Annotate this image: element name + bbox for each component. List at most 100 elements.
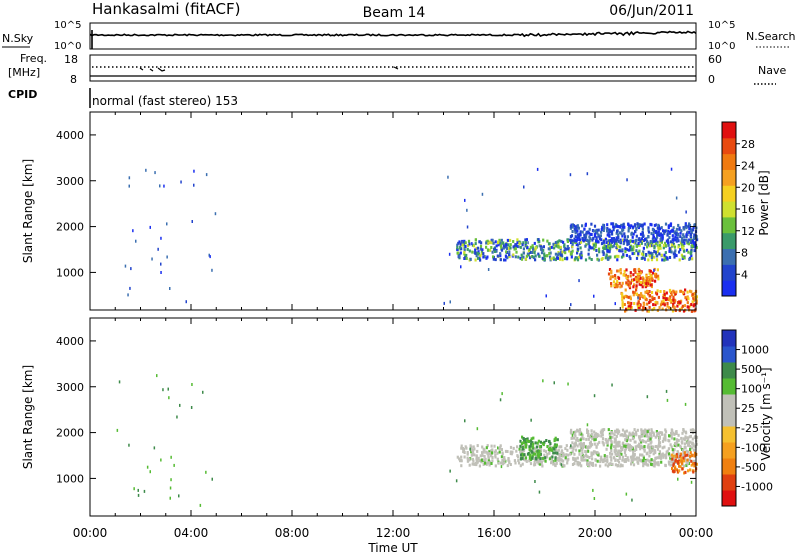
data-point	[484, 461, 487, 465]
x-tick-label: 16:00	[477, 526, 512, 540]
data-point	[573, 452, 576, 456]
data-point	[623, 430, 626, 434]
data-point	[641, 281, 644, 285]
data-point	[615, 453, 618, 457]
beam-title: Beam 14	[363, 5, 426, 21]
data-point	[610, 458, 613, 462]
data-point	[487, 458, 490, 462]
data-point	[597, 228, 600, 232]
data-point	[520, 442, 523, 446]
data-point	[569, 252, 572, 256]
data-point	[569, 173, 572, 177]
data-point	[652, 233, 655, 237]
colorbar-cell	[722, 280, 736, 297]
data-point	[635, 275, 638, 279]
data-point	[688, 257, 691, 261]
data-point	[551, 455, 554, 459]
data-point	[531, 445, 534, 449]
data-point	[663, 255, 666, 259]
data-point	[509, 243, 512, 247]
data-point	[617, 269, 620, 273]
data-point	[607, 231, 610, 235]
data-point	[652, 433, 656, 437]
data-point	[637, 305, 641, 309]
data-point	[628, 280, 631, 284]
data-point	[695, 462, 698, 466]
data-point	[522, 247, 525, 251]
data-point	[570, 303, 572, 307]
data-point	[492, 255, 495, 259]
data-point	[643, 302, 646, 306]
data-point	[642, 246, 645, 250]
data-point	[488, 463, 491, 467]
data-point	[579, 246, 582, 250]
data-point	[619, 433, 622, 437]
data-point	[565, 444, 568, 448]
data-point	[676, 450, 679, 454]
data-point	[640, 431, 643, 434]
data-point	[602, 229, 605, 232]
data-point	[520, 449, 523, 453]
data-point	[515, 250, 518, 254]
data-point	[628, 301, 631, 305]
data-point	[485, 256, 488, 260]
data-point	[463, 250, 466, 254]
data-point	[516, 445, 519, 449]
data-point	[449, 469, 451, 473]
data-point	[641, 231, 644, 235]
data-point	[664, 433, 667, 437]
data-point	[674, 235, 677, 239]
data-point	[656, 462, 659, 466]
data-point	[491, 448, 494, 452]
data-point	[508, 460, 511, 464]
data-point	[574, 430, 577, 434]
data-point	[519, 457, 522, 461]
velocity-scatter	[116, 374, 699, 507]
data-point	[656, 240, 659, 244]
data-point	[202, 390, 204, 394]
data-point	[636, 456, 639, 460]
data-point	[632, 463, 636, 467]
colorbar-cell	[722, 474, 736, 491]
data-point	[193, 183, 195, 187]
data-point	[640, 241, 643, 245]
nave-dips	[139, 66, 399, 72]
data-point	[654, 300, 657, 304]
data-point	[693, 462, 696, 465]
data-point	[615, 285, 618, 289]
data-point	[670, 167, 673, 171]
data-point	[671, 469, 675, 473]
data-point	[667, 224, 670, 228]
data-point	[535, 457, 538, 461]
data-point	[531, 247, 535, 251]
data-point	[693, 451, 697, 455]
data-point	[460, 446, 463, 450]
data-point	[607, 428, 610, 432]
data-point	[485, 446, 488, 450]
data-point	[593, 247, 596, 251]
data-point	[582, 455, 586, 459]
data-point	[487, 242, 490, 245]
data-point	[667, 452, 671, 456]
data-point	[623, 460, 626, 463]
data-point	[460, 444, 463, 448]
data-point	[479, 258, 482, 262]
data-point	[520, 455, 523, 459]
data-point	[691, 292, 694, 296]
data-point	[687, 224, 690, 228]
data-point	[621, 281, 624, 285]
data-point	[655, 291, 658, 295]
colorbar-cell	[722, 362, 736, 379]
data-point	[581, 451, 584, 455]
data-point	[648, 432, 651, 435]
data-point	[680, 253, 683, 257]
data-point	[642, 464, 645, 468]
data-point	[658, 450, 661, 454]
data-point	[677, 443, 680, 447]
data-point	[581, 433, 584, 437]
data-point	[676, 440, 679, 444]
data-point	[546, 445, 549, 448]
data-point	[468, 242, 471, 246]
data-point	[522, 441, 525, 445]
data-point	[571, 245, 574, 249]
